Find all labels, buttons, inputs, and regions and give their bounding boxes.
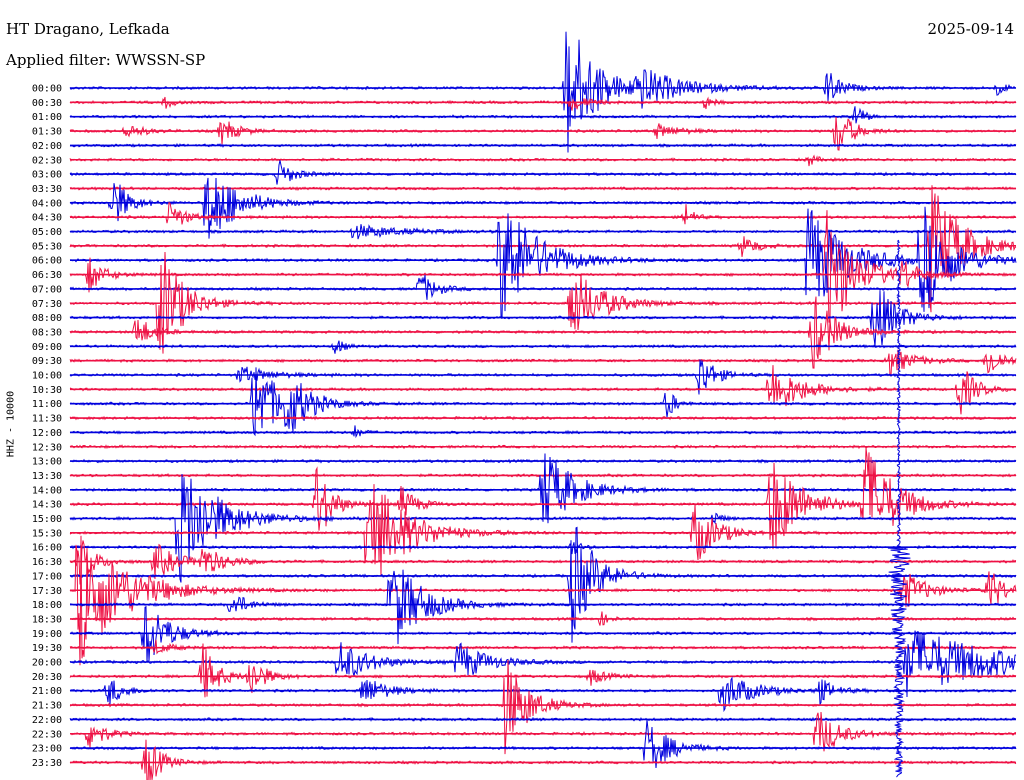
trace-line [69, 639, 1017, 655]
time-label: 10:00 [32, 371, 62, 382]
time-label: 00:30 [32, 98, 62, 109]
time-label: 07:00 [32, 284, 62, 295]
time-label: 17:00 [32, 571, 62, 582]
time-label: 02:00 [32, 141, 62, 152]
trace-line [69, 154, 1017, 167]
trace-line [69, 96, 1017, 111]
time-label: 20:00 [32, 658, 62, 669]
trace-line [69, 630, 1017, 698]
time-label: 22:30 [32, 729, 62, 740]
time-label: 17:30 [32, 586, 62, 597]
time-label: 23:30 [32, 758, 62, 769]
trace-line [69, 605, 1017, 663]
trace-line [69, 526, 1017, 643]
time-label: 22:00 [32, 715, 62, 726]
time-label: 16:00 [32, 543, 62, 554]
time-label: 06:30 [32, 270, 62, 281]
time-label: 00:00 [32, 84, 62, 95]
trace-line [69, 739, 1017, 780]
filter-label: Applied filter: WWSSN-SP [6, 51, 206, 69]
trace-line [69, 274, 1017, 300]
time-label: 13:30 [32, 471, 62, 482]
time-label: 12:30 [32, 442, 62, 453]
time-label: 15:30 [32, 528, 62, 539]
trace-line [69, 106, 1017, 124]
time-label: 19:30 [32, 643, 62, 654]
time-label: 21:00 [32, 686, 62, 697]
large-event-trace [887, 239, 911, 778]
trace-line [69, 535, 1017, 666]
trace-line [69, 425, 1017, 439]
trace-line [69, 542, 1017, 555]
station-title: HT Dragano, Lefkada [6, 20, 170, 38]
time-label: 21:30 [32, 701, 62, 712]
time-label: 14:30 [32, 500, 62, 511]
time-label: 07:30 [32, 299, 62, 310]
time-label: 02:30 [32, 155, 62, 166]
time-label: 08:30 [32, 327, 62, 338]
time-label: 05:30 [32, 241, 62, 252]
time-label: 20:30 [32, 672, 62, 683]
time-label: 01:30 [32, 127, 62, 138]
time-label: 23:00 [32, 744, 62, 755]
time-label: 14:00 [32, 485, 62, 496]
time-label: 03:00 [32, 170, 62, 181]
time-label: 04:00 [32, 198, 62, 209]
time-label: 08:00 [32, 313, 62, 324]
time-label: 03:30 [32, 184, 62, 195]
time-label: 18:00 [32, 600, 62, 611]
time-label: 05:00 [32, 227, 62, 238]
date-label: 2025-09-14 [927, 20, 1014, 38]
time-label: 15:00 [32, 514, 62, 525]
time-label: 19:00 [32, 629, 62, 640]
trace-line [69, 206, 1017, 319]
trace-line [69, 160, 1017, 185]
time-label: 01:00 [32, 112, 62, 123]
trace-line [69, 31, 1017, 153]
time-label: 11:00 [32, 399, 62, 410]
time-label: 06:00 [32, 256, 62, 267]
trace-line [69, 719, 1017, 769]
time-label: 09:30 [32, 356, 62, 367]
trace-line [69, 367, 1017, 437]
time-label: 09:00 [32, 342, 62, 353]
time-label: 11:30 [32, 414, 62, 425]
time-label: 04:30 [32, 213, 62, 224]
trace-line [70, 453, 1017, 524]
trace-line [69, 349, 1017, 377]
time-label: 12:00 [32, 428, 62, 439]
trace-line [69, 643, 1017, 698]
time-label: 18:30 [32, 614, 62, 625]
time-label: 13:00 [32, 457, 62, 468]
time-label: 16:30 [32, 557, 62, 568]
time-label: 10:30 [32, 385, 62, 396]
trace-line [69, 210, 1017, 323]
